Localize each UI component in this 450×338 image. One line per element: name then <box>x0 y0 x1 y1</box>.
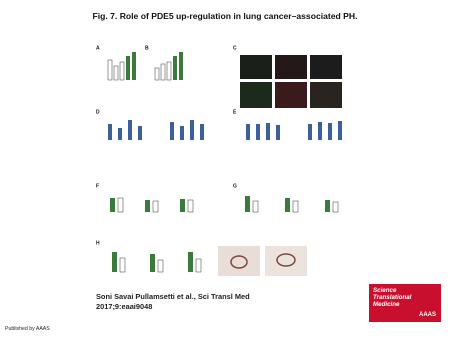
panel-label: H <box>96 240 100 246</box>
citation: Soni Savai Pullamsetti et al., Sci Trans… <box>96 292 250 312</box>
figure-title: Fig. 7. Role of PDE5 up-regulation in lu… <box>92 11 358 21</box>
logo-org: AAAS <box>418 312 436 318</box>
panel-art <box>107 52 342 276</box>
panel-label: F <box>96 183 99 189</box>
logo-line: Translational <box>373 294 412 301</box>
panel-label: A <box>96 45 100 51</box>
logo-line: Science <box>373 287 397 294</box>
logo-line: Medicine <box>373 301 400 308</box>
panel-label: E <box>233 109 237 115</box>
citation-line: 2017;9:eaai9048 <box>96 302 153 311</box>
journal-logo: Science Translational Medicine AAAS <box>369 284 441 322</box>
panel-label: C <box>233 45 237 51</box>
citation-line: Soni Savai Pullamsetti et al., Sci Trans… <box>96 292 250 301</box>
footer: Published by AAAS <box>5 326 50 332</box>
panel-label: D <box>96 109 100 115</box>
panel-label: G <box>233 183 237 189</box>
panel-label: B <box>145 45 149 51</box>
